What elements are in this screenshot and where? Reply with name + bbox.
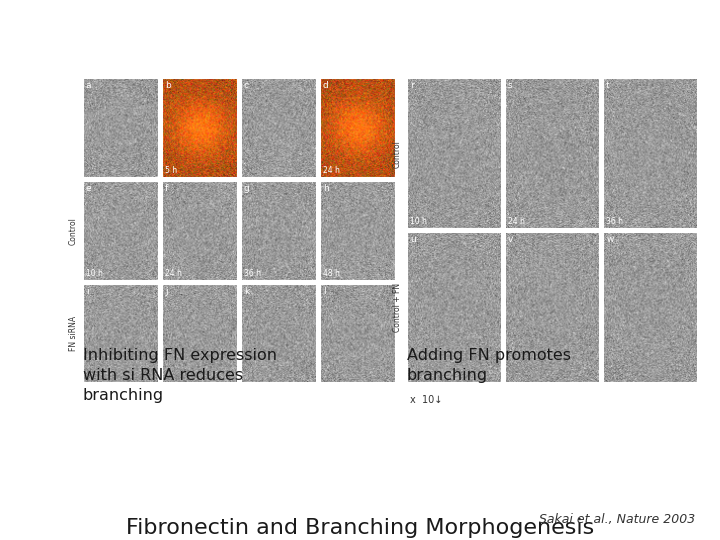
Bar [83, 181, 159, 281]
Text: 24 h: 24 h [323, 166, 340, 175]
Text: f: f [165, 184, 168, 193]
Text: v: v [508, 235, 513, 244]
Text: 36 h: 36 h [244, 269, 261, 278]
Text: u: u [410, 235, 415, 244]
Text: r: r [410, 82, 413, 90]
Text: t: t [606, 82, 610, 90]
Bar [320, 78, 396, 178]
Text: e: e [86, 184, 91, 193]
Text: 10 h: 10 h [410, 217, 427, 226]
Bar [241, 181, 317, 281]
Bar [505, 232, 600, 383]
Bar [83, 284, 159, 383]
Bar [83, 78, 159, 178]
Bar [241, 284, 317, 383]
Text: d: d [323, 82, 329, 90]
Text: FN siRNA: FN siRNA [69, 316, 78, 351]
Bar [603, 78, 698, 230]
Bar [505, 78, 600, 230]
Text: 10 h: 10 h [86, 269, 103, 278]
Text: 48 h: 48 h [323, 269, 340, 278]
Text: Inhibiting FN expression
with si RNA reduces
branching: Inhibiting FN expression with si RNA red… [83, 348, 276, 403]
Text: s: s [508, 82, 513, 90]
Bar [407, 232, 502, 383]
Text: c: c [244, 82, 249, 90]
Bar [162, 181, 238, 281]
Bar [603, 232, 698, 383]
Text: g: g [244, 184, 250, 193]
Text: k: k [244, 287, 249, 296]
Text: j: j [165, 287, 168, 296]
Text: w: w [606, 235, 613, 244]
Text: x  10↓: x 10↓ [410, 395, 442, 406]
Bar [162, 284, 238, 383]
Text: Control + FN: Control + FN [393, 284, 402, 333]
Text: b: b [165, 82, 171, 90]
Bar [320, 181, 396, 281]
Bar [407, 78, 502, 230]
Text: l: l [323, 287, 325, 296]
Text: Adding FN promotes
branching: Adding FN promotes branching [407, 348, 571, 383]
Text: 5 h: 5 h [165, 166, 177, 175]
Bar [320, 284, 396, 383]
Text: Fibronectin and Branching Morphogenesis: Fibronectin and Branching Morphogenesis [126, 518, 594, 538]
Bar [241, 78, 317, 178]
Text: Sakai et al., Nature 2003: Sakai et al., Nature 2003 [539, 514, 695, 526]
Text: i: i [86, 287, 89, 296]
Text: 24 h: 24 h [508, 217, 525, 226]
Text: 36 h: 36 h [606, 217, 624, 226]
Text: 24 h: 24 h [165, 269, 181, 278]
Text: h: h [323, 184, 329, 193]
Bar [162, 78, 238, 178]
Text: Control: Control [69, 217, 78, 245]
Text: a: a [86, 82, 91, 90]
Text: Control: Control [393, 140, 402, 168]
